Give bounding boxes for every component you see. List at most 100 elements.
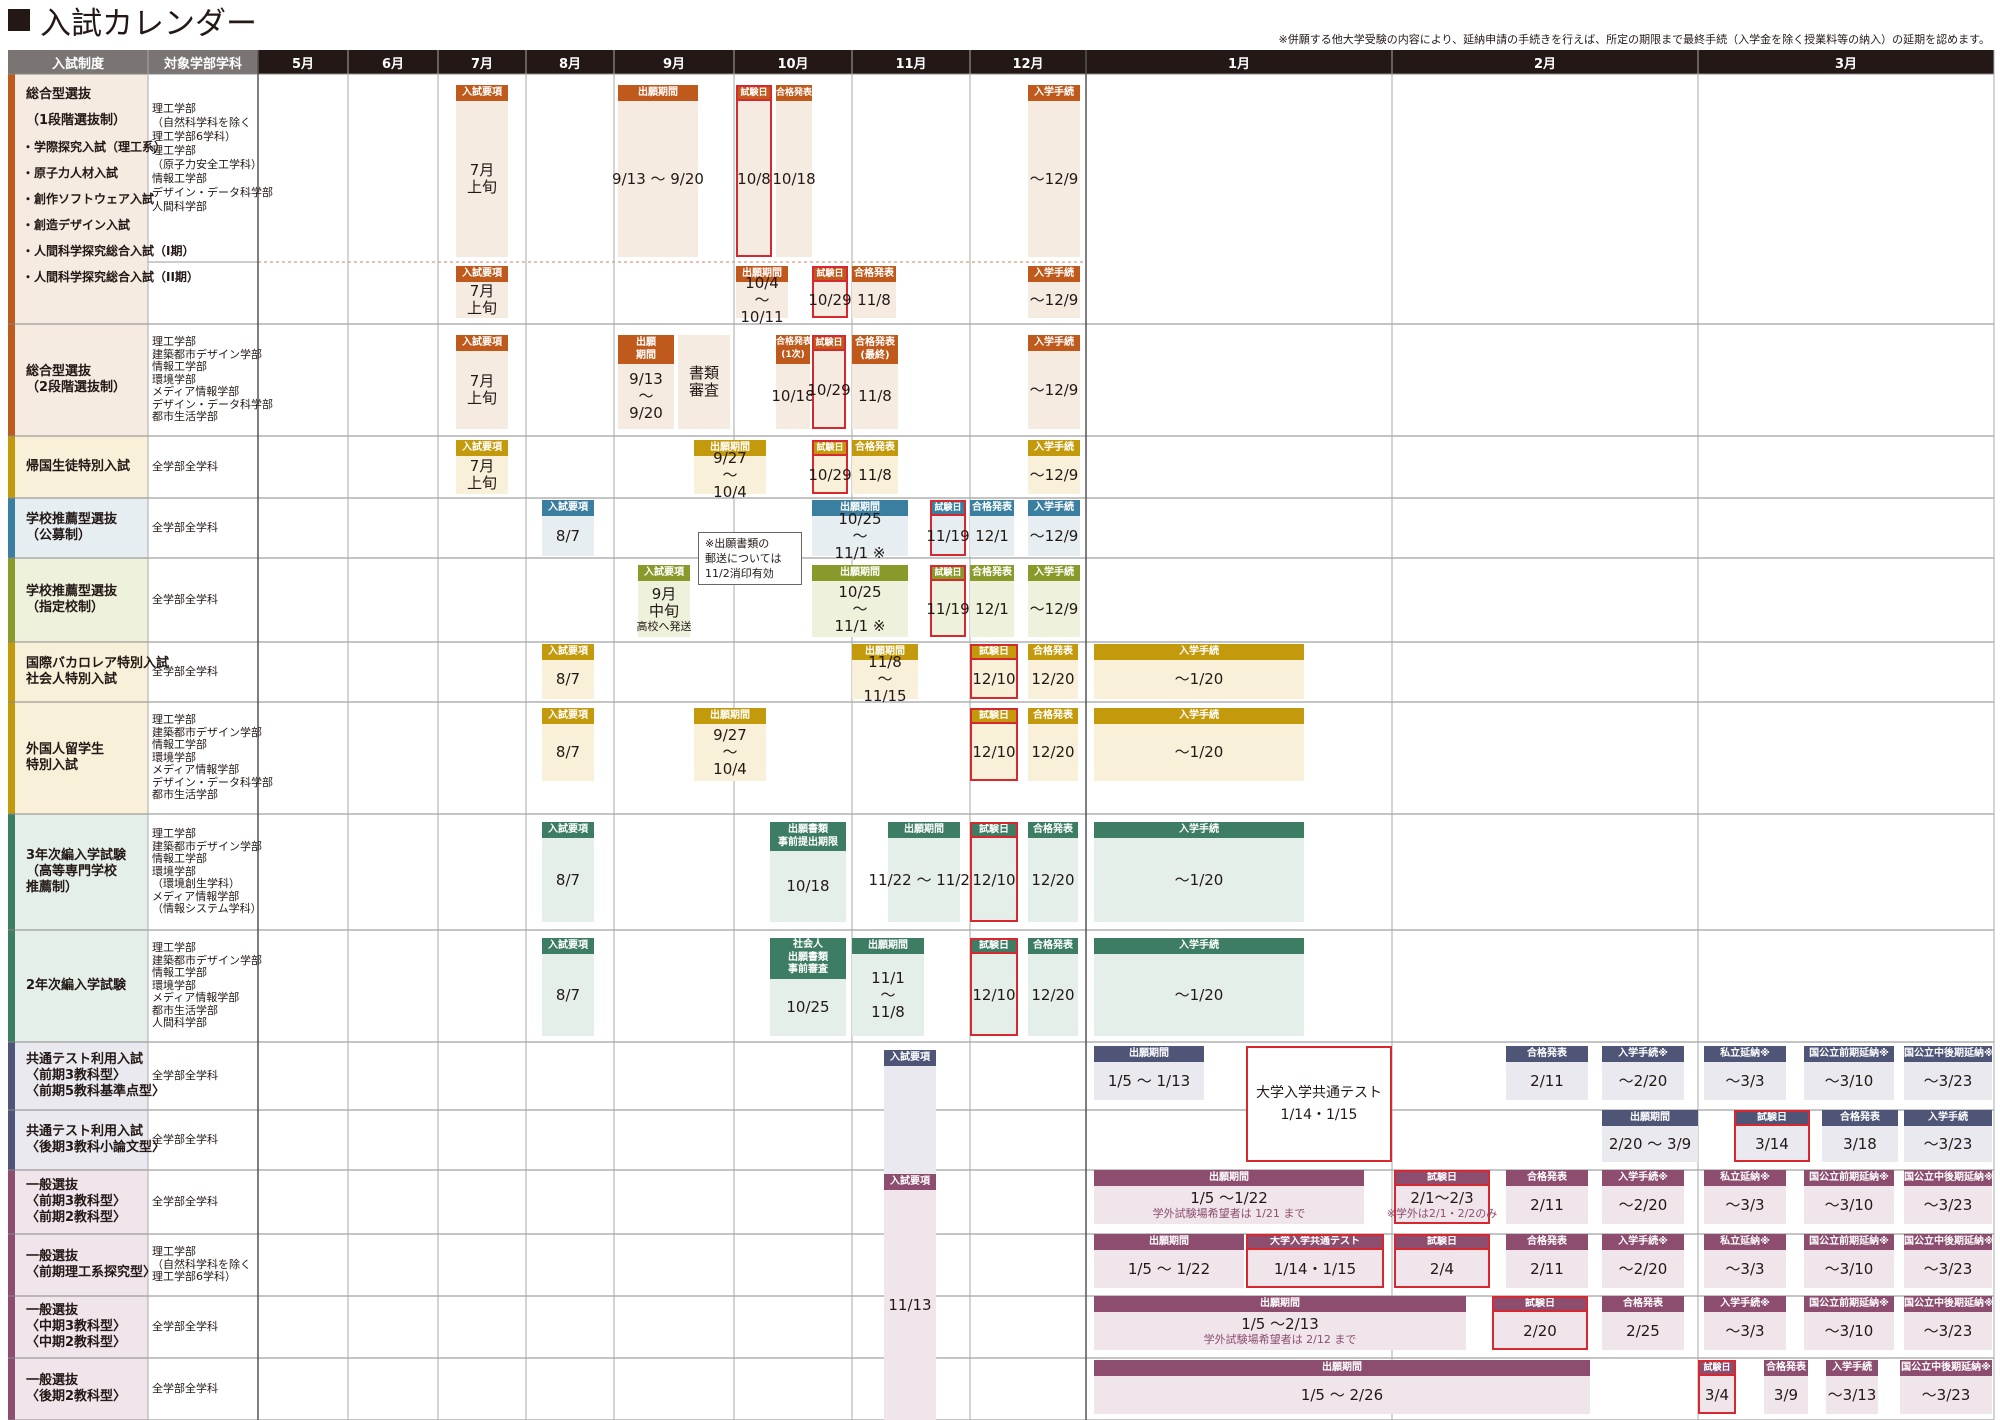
event-dates: 〜12/9 xyxy=(1028,282,1080,318)
event-box: 合格発表 (1次) 10/18 xyxy=(771,335,815,429)
event-date-text: 8/7 xyxy=(555,526,581,545)
event-box: 合格発表 11/8 xyxy=(852,440,898,494)
event-date-text: 〜3/10 xyxy=(1824,1321,1874,1340)
event-label: 出願期間 xyxy=(1094,1234,1244,1250)
event-label: 入学手続 xyxy=(1028,335,1080,351)
event-dates: 〜3/23 xyxy=(1904,1186,1992,1224)
event-dates: 8/7 xyxy=(542,516,594,556)
event-date-text: 11/8 xyxy=(857,290,891,309)
event-date-text: 10/4 xyxy=(713,482,747,501)
event-dates: 7月 上旬 xyxy=(456,282,508,318)
department-line: メディア情報学部 xyxy=(152,385,240,399)
band-rect xyxy=(8,74,15,324)
event-box: 入学手続 〜12/9 xyxy=(1028,565,1080,637)
row-departments: 全学部全学科 xyxy=(148,642,258,702)
event-dates: 12/1 xyxy=(970,516,1014,556)
band-rect xyxy=(8,814,15,930)
event-date-text: 12/20 xyxy=(1031,743,1075,761)
band-rect xyxy=(8,1170,148,1234)
event-label: 試験日 xyxy=(736,85,772,101)
event-date-text: 9月 xyxy=(651,584,677,603)
event-box: 試験日 11/19 xyxy=(926,500,970,556)
event-label: 入学手続※ xyxy=(1602,1234,1684,1250)
category-line: （公募制） xyxy=(26,528,92,543)
event-label: 試験日 xyxy=(1394,1234,1490,1250)
event-dates: 書類 審査 xyxy=(678,335,730,429)
event-box: 入試要項 8/7 xyxy=(542,938,594,1036)
event-date-text: 3/4 xyxy=(1704,1385,1730,1404)
event-date-text: 〜1/20 xyxy=(1174,870,1224,889)
event-box: 私立延納※ 〜3/3 xyxy=(1704,1234,1786,1288)
event-box: 合格発表 2/11 xyxy=(1506,1170,1588,1224)
event-box: 入試要項 7月 上旬 xyxy=(456,335,508,429)
event-date-text: 〜3/3 xyxy=(1725,1321,1765,1340)
event-label: 試験日 xyxy=(812,266,848,282)
event-date-text: 〜3/10 xyxy=(1824,1071,1874,1090)
event-label: 私立延納※ xyxy=(1704,1170,1786,1186)
row-category: 一般選抜 〈中期3教科型〉 〈中期2教科型〉 xyxy=(8,1296,148,1358)
category-line: 総合型選抜 xyxy=(26,87,92,102)
department-line: 理工学部 xyxy=(152,1245,196,1259)
department-line: 情報工学部 xyxy=(152,360,207,374)
title-square-icon xyxy=(8,9,30,31)
event-date-text: 〜12/9 xyxy=(1029,526,1079,545)
event-date-text: 9/27 xyxy=(713,448,747,467)
common-test-box: 大学入学共通テスト 1/14・1/15 xyxy=(1246,1046,1392,1162)
band-rect xyxy=(8,436,148,498)
event-date-text: 3/14 xyxy=(1755,1134,1789,1153)
event-date-text: 〜12/9 xyxy=(1029,290,1079,309)
department-line: 全学部全学科 xyxy=(152,664,218,678)
event-dates: 〜2/20 xyxy=(1602,1250,1684,1288)
department-line: 全学部全学科 xyxy=(152,459,218,473)
band-rect xyxy=(8,930,15,1042)
row-departments: 理工学部 建築都市デザイン学部 情報工学部 環境学部 （環境創生学科） メディア情報学部（… xyxy=(148,814,262,930)
category-line: （1段階選抜制） xyxy=(26,113,127,128)
title-text: 入試カレンダー xyxy=(40,5,257,42)
event-box: 出願期間 10/4 〜 10/11 xyxy=(736,266,788,325)
event-label: 試験日 xyxy=(930,565,966,581)
band-rect xyxy=(8,74,148,324)
event-dates: 1/14・1/15 xyxy=(1246,1250,1384,1288)
event-date-text: 〜2/20 xyxy=(1618,1071,1668,1090)
event-box: 入試要項 7月 上旬 xyxy=(456,440,508,494)
event-date-text: 上旬 xyxy=(466,178,497,196)
category-line: 〈前期3教科型〉 xyxy=(26,1068,127,1083)
event-dates: 11/1 〜 11/8 xyxy=(852,954,924,1036)
event-label: 試験日 xyxy=(930,500,966,516)
category-line: 〈前期3教科型〉 xyxy=(26,1194,127,1209)
event-date-text: 9/27 xyxy=(713,726,747,744)
event-dates: 〜3/23 xyxy=(1904,1250,1992,1288)
event-date-text: 7月 xyxy=(469,161,495,179)
event-date-text: 11/8 xyxy=(871,1002,905,1021)
event-box: 試験日 11/19 xyxy=(926,565,970,637)
event-box: 入試要項 8/7 xyxy=(542,822,594,922)
category-line: ・原子力人材入試 xyxy=(22,166,119,180)
band-rect xyxy=(8,1042,148,1110)
row-category: 帰国生徒特別入試 xyxy=(8,436,148,498)
event-label: 入試要項 xyxy=(456,335,508,351)
event-label: 出願期間 xyxy=(694,440,766,456)
event-dates: 12/10 xyxy=(970,724,1018,781)
event-box: 国公立中後期延納※ 〜3/23 xyxy=(1904,1046,1992,1100)
row-departments: 全学部全学科 xyxy=(148,1042,258,1110)
event-box: 書類 審査 xyxy=(678,335,730,429)
category-line: 帰国生徒特別入試 xyxy=(26,459,131,474)
event-label: 私立延納※ xyxy=(1704,1234,1786,1250)
event-box: 出願期間 1/5 〜 2/26 xyxy=(1094,1360,1590,1414)
event-date-text: 1/5 〜 1/22 xyxy=(1127,1259,1211,1278)
department-line: 情報工学部 xyxy=(152,852,207,866)
department-line: 情報工学部 xyxy=(152,966,207,980)
event-box: 出願期間 1/5 〜1/22 学外試験場希望者は 1/21 まで xyxy=(1094,1170,1364,1224)
event-date-text: 10/29 xyxy=(808,465,852,484)
band-rect xyxy=(8,1296,148,1358)
event-label: 試験日 xyxy=(970,708,1018,724)
header-month: 6月 xyxy=(381,56,405,72)
event-dates: 〜12/9 xyxy=(1028,456,1080,494)
event-label: 合格発表 xyxy=(776,85,812,101)
row-departments: 全学部全学科 xyxy=(148,498,258,558)
event-label: 合格発表 xyxy=(1764,1360,1808,1376)
category-line: 外国人留学生 xyxy=(26,742,105,757)
event-date-text: 10/8 xyxy=(737,169,771,188)
department-line: 都市生活学部 xyxy=(152,788,218,802)
